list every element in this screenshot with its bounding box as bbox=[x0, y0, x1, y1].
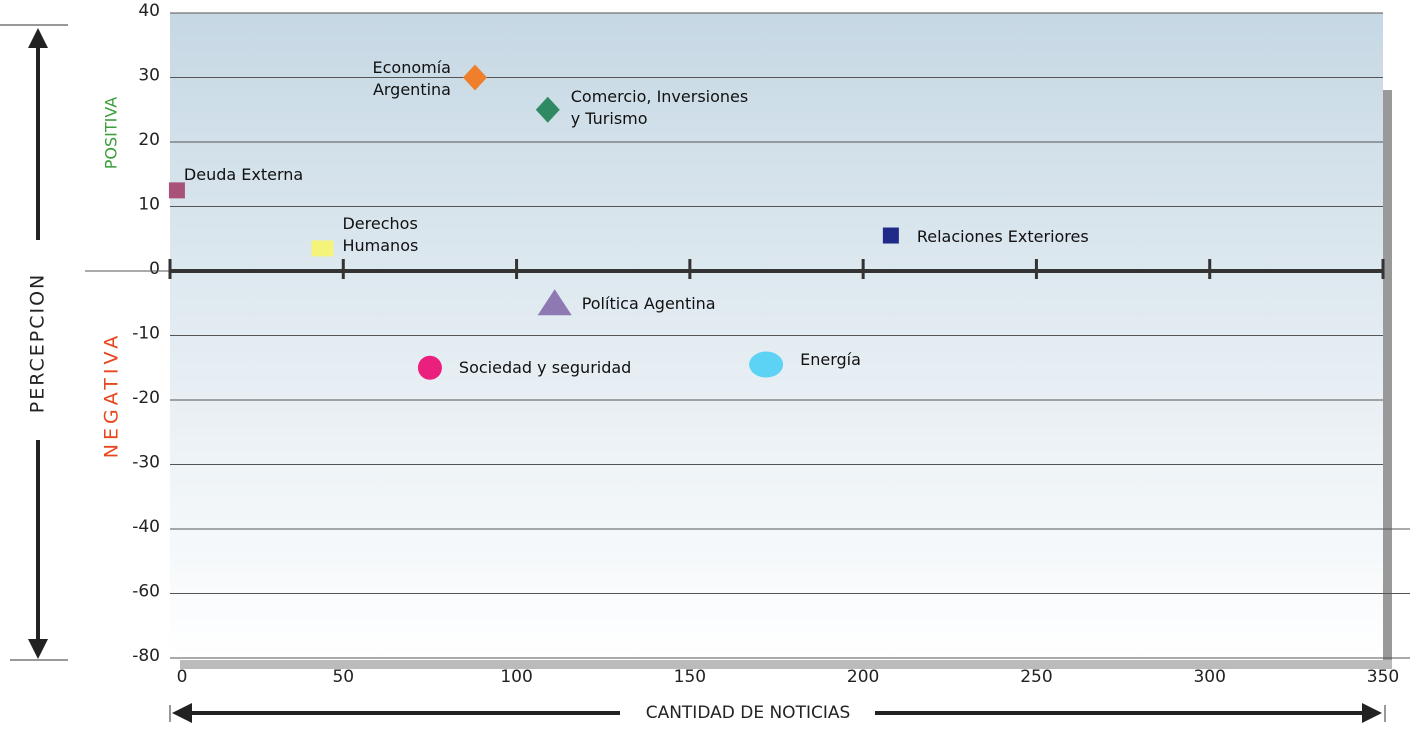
y-tick-label: -40 bbox=[132, 517, 160, 537]
plot-background bbox=[170, 13, 1383, 660]
marker bbox=[537, 289, 572, 316]
x-tick-label: 300 bbox=[1193, 667, 1225, 687]
point-label: Energía bbox=[800, 349, 861, 369]
y-tick-label: -10 bbox=[132, 324, 160, 344]
point-label: Sociedad y seguridad bbox=[458, 357, 632, 377]
point-label: Deuda Externa bbox=[183, 165, 304, 185]
point-label: Economía Argentina bbox=[372, 57, 451, 99]
x-tick-label: 150 bbox=[674, 667, 706, 687]
shadow bbox=[180, 660, 1392, 669]
marker bbox=[417, 355, 442, 380]
y-tick-label: 40 bbox=[138, 1, 160, 21]
x-tick-label: 50 bbox=[332, 667, 354, 687]
point-label: Política Agentina bbox=[581, 294, 716, 314]
y-tick-label: -30 bbox=[132, 453, 160, 473]
marker bbox=[311, 240, 334, 257]
point-label: Comercio, Inversiones y Turismo bbox=[570, 86, 749, 128]
y-tick-label: -20 bbox=[132, 388, 160, 408]
positive-label: POSITIVA bbox=[102, 97, 121, 170]
y-tick-label: 0 bbox=[149, 259, 160, 279]
x-tick-label: 250 bbox=[1020, 667, 1052, 687]
shadow bbox=[1383, 90, 1392, 668]
marker bbox=[749, 351, 784, 378]
marker bbox=[882, 227, 899, 244]
negative-label: NEGATIVA bbox=[101, 332, 123, 458]
x-tick-label: 100 bbox=[500, 667, 532, 687]
y-axis-label: PERCEPCION bbox=[27, 273, 49, 414]
point-label: Relaciones Exteriores bbox=[916, 226, 1089, 246]
x-axis-label: CANTIDAD DE NOTICIAS bbox=[646, 703, 851, 723]
x-tick-label: 200 bbox=[847, 667, 879, 687]
point-label: Derechos Humanos bbox=[342, 214, 419, 256]
y-tick-label: -80 bbox=[132, 646, 160, 666]
y-tick-label: 20 bbox=[138, 130, 160, 150]
x-tick-label: 0 bbox=[177, 667, 188, 687]
y-tick-label: 30 bbox=[138, 66, 160, 86]
x-tick-label: 350 bbox=[1367, 667, 1399, 687]
marker bbox=[462, 64, 487, 91]
marker bbox=[168, 182, 185, 199]
marker bbox=[535, 96, 560, 123]
y-tick-label: 10 bbox=[138, 195, 160, 215]
y-tick-label: -60 bbox=[132, 582, 160, 602]
